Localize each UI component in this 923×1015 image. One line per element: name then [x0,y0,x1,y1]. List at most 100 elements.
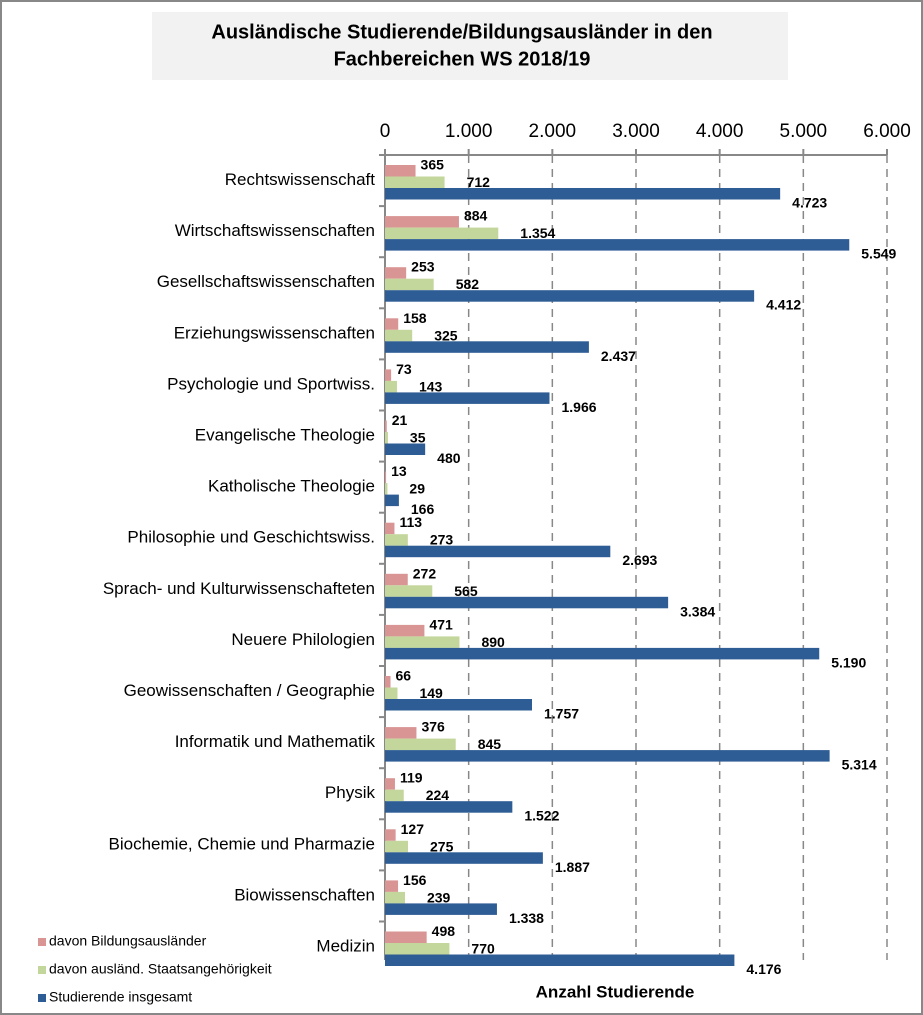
bar [385,443,426,455]
bar [385,329,413,342]
data-label: 275 [430,838,454,854]
bar [385,227,499,240]
bar [385,778,395,790]
data-label: 845 [478,736,502,752]
data-label: 498 [432,923,456,939]
data-label: 2.693 [622,552,657,568]
bar [385,290,755,302]
bar [385,165,416,177]
y-tick-label: Sprach- und Kulturwissenschafteten [103,579,375,598]
bar [385,380,397,393]
bar [385,596,669,609]
bar [385,624,425,637]
y-tick-label: Biowissenschaften [234,885,375,904]
x-axis-label: Anzahl Studierende [536,982,695,1001]
legend-swatch [38,966,46,974]
x-tick-label: 6.000 [863,121,911,142]
bar [385,522,395,535]
y-tick-label: Physik [325,783,376,802]
data-label: 5.549 [861,246,896,262]
data-label: 565 [454,583,478,599]
data-label: 1.338 [509,910,544,926]
bar [385,318,399,330]
bar [385,852,543,864]
bar [385,392,550,404]
chart-title: Fachbereichen WS 2018/19 [334,48,591,70]
data-label: 113 [399,514,422,530]
y-tick-label: Wirtschaftswissenschaften [175,221,375,240]
bar [385,545,611,558]
bar [385,188,781,200]
legend-label: Studierende insgesamt [49,989,192,1005]
bar [385,267,407,279]
bar [385,176,445,188]
data-label: 3.384 [680,603,715,619]
data-label: 1.887 [555,859,590,875]
y-tick-label: Erziehungswissenschaften [174,323,375,342]
x-tick-label: 1.000 [445,121,493,142]
data-label: 127 [401,821,425,837]
data-label: 149 [419,685,443,701]
bar [385,801,513,813]
x-tick-label: 3.000 [612,121,660,142]
bar [385,789,404,802]
bar [385,636,460,648]
bar [385,840,409,853]
data-label: 253 [411,259,435,275]
data-label: 21 [392,412,408,428]
y-tick-label: Medizin [316,937,375,956]
legend-label: davon ausländ. Staatsangehörigkeit [49,961,272,977]
y-tick-label: Informatik und Mathematik [175,732,376,751]
bar [385,471,387,484]
bar [385,676,391,688]
bar [385,829,396,841]
data-label: 770 [471,940,495,956]
bar [385,687,398,699]
data-label: 29 [409,481,425,497]
data-label: 884 [464,208,488,224]
bar [385,880,399,892]
bar [385,891,405,904]
data-label: 2.437 [601,348,636,364]
bar [385,954,735,966]
data-label: 325 [434,327,458,343]
title-box [152,12,788,80]
bar [385,432,388,444]
data-label: 224 [426,787,450,803]
bar [385,573,408,586]
data-label: 471 [429,616,453,632]
legend-swatch [38,938,46,946]
x-tick-label: 0 [380,121,391,142]
bar [385,341,589,353]
data-label: 1.522 [524,808,559,824]
bar [385,931,427,943]
data-label: 5.314 [842,757,877,773]
data-label: 239 [427,889,451,905]
data-label: 1.966 [561,399,596,415]
bar [385,239,850,251]
data-label: 4.723 [792,194,827,210]
bar [385,750,830,762]
y-tick-label: Katholische Theologie [208,477,375,496]
data-label: 66 [396,667,412,683]
bar [385,420,387,432]
data-label: 166 [411,501,435,517]
data-label: 480 [437,450,461,466]
bar [385,727,417,739]
legend-label: davon Bildungsausländer [49,933,207,949]
data-label: 890 [481,634,505,650]
chart-title: Ausländische Studierende/Bildungsausländ… [211,21,712,43]
y-tick-label: Neuere Philologien [231,630,375,649]
bar [385,738,456,751]
data-label: 365 [421,156,445,172]
data-label: 143 [419,378,443,394]
data-label: 156 [403,872,427,888]
data-label: 273 [430,532,454,548]
data-label: 712 [467,174,491,190]
y-tick-label: Biochemie, Chemie und Pharmazie [109,834,375,853]
legend-swatch [38,994,46,1002]
data-label: 376 [421,719,445,735]
data-label: 5.190 [831,654,866,670]
bar [385,483,388,495]
